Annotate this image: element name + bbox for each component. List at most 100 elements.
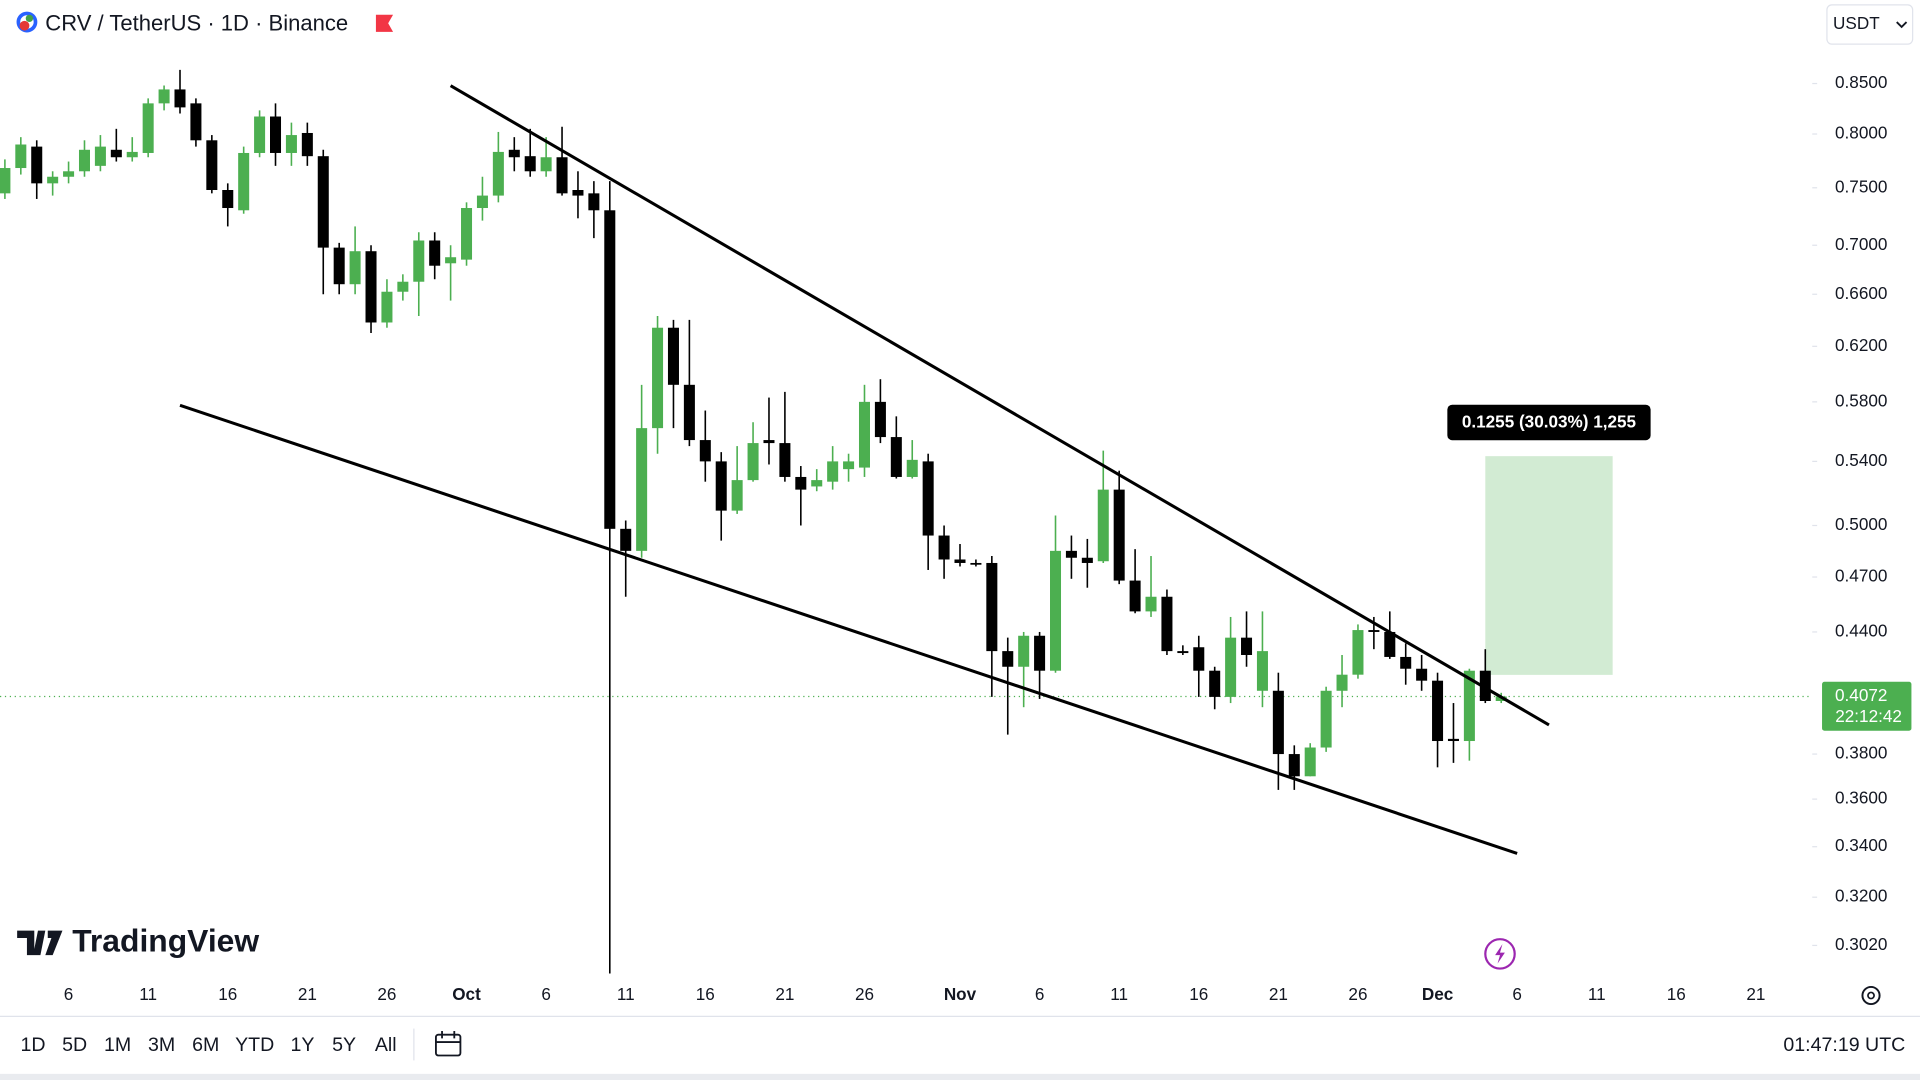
candle-body	[429, 240, 441, 266]
candle-body	[206, 140, 218, 191]
candle-body	[1145, 596, 1157, 612]
candle-body	[333, 247, 345, 285]
candle-body	[63, 171, 75, 177]
candle-body	[604, 210, 616, 529]
candle-body	[461, 208, 473, 260]
currency-button[interactable]: USDT	[1826, 4, 1914, 45]
candle-body	[1304, 747, 1316, 777]
x-tick-label: 21	[298, 984, 317, 1004]
y-tick-label: 0.8500	[1835, 72, 1887, 92]
range-button[interactable]: 1M	[104, 1034, 131, 1056]
last-price-box	[1822, 681, 1912, 731]
candle-body	[970, 562, 982, 565]
toolbar: 1D 5D 1M 3M 6M YTD 1Y 5Y All	[21, 1034, 397, 1056]
candle-body	[922, 461, 934, 536]
candle-body	[1463, 670, 1475, 742]
candle-body	[1050, 550, 1062, 671]
x-tick-label: 26	[855, 984, 874, 1004]
range-button[interactable]: 6M	[192, 1034, 219, 1056]
candle-body	[190, 103, 202, 141]
countdown-label: 22:12:42	[1835, 706, 1902, 726]
candle-body	[222, 190, 234, 209]
candle-body	[572, 190, 584, 196]
range-button[interactable]: 5Y	[332, 1034, 356, 1056]
x-tick-label: 16	[1189, 984, 1208, 1004]
y-tick-label: 0.7000	[1835, 234, 1887, 254]
x-tick-label: 6	[1512, 984, 1522, 1004]
x-tick-label: 11	[1110, 984, 1128, 1004]
candle-body	[301, 132, 313, 157]
candle-body	[0, 168, 11, 194]
x-tick-label: 6	[541, 984, 551, 1004]
candle-body	[1352, 630, 1364, 675]
range-button[interactable]: 5D	[62, 1034, 87, 1056]
x-tick-label: 6	[64, 984, 74, 1004]
range-button[interactable]: YTD	[235, 1034, 274, 1056]
candle-body	[110, 149, 122, 158]
candle-body	[126, 151, 138, 158]
lightning-icon[interactable]	[1484, 938, 1516, 970]
candle-body	[317, 156, 329, 248]
flag[interactable]	[375, 14, 394, 32]
candle-body	[254, 116, 266, 153]
trendline	[179, 403, 1518, 855]
candle-body	[1193, 647, 1205, 671]
candle-body	[476, 195, 488, 209]
y-tick-label: 0.3400	[1835, 835, 1887, 855]
y-tick-label: 0.5400	[1835, 450, 1887, 470]
candle-body	[1097, 489, 1109, 562]
candle-body	[1256, 651, 1268, 691]
x-tick-label: 26	[377, 984, 396, 1004]
candle-body	[445, 257, 457, 264]
candle-body	[763, 440, 775, 444]
x-tick-label: 21	[1746, 984, 1765, 1004]
trendline	[449, 84, 1550, 727]
candle-body	[1129, 580, 1141, 612]
candle-body	[890, 437, 902, 477]
candle-body	[620, 528, 632, 551]
candle-body	[1400, 656, 1412, 669]
candle-body	[1368, 630, 1380, 632]
candle-body	[285, 135, 297, 153]
range-button[interactable]: 1Y	[290, 1034, 314, 1056]
x-tick-label: 6	[1035, 984, 1045, 1004]
x-tick-label: 16	[1667, 984, 1686, 1004]
candle-body	[699, 440, 711, 462]
bottom-strip	[0, 1073, 1920, 1080]
candle-body	[1161, 596, 1173, 652]
y-tick-label: 0.4700	[1835, 566, 1887, 586]
candle-body	[906, 459, 918, 477]
plot-area	[0, 69, 1813, 974]
calendar-button[interactable]	[435, 1031, 462, 1057]
range-button[interactable]: All	[375, 1034, 397, 1056]
candle-body	[938, 535, 950, 560]
candle-body	[78, 149, 90, 172]
candle-body	[1432, 680, 1444, 742]
x-tick-label: 11	[139, 984, 157, 1004]
candle-body	[1209, 670, 1221, 697]
last-price-label: 0.4072	[1835, 685, 1887, 705]
candle-body	[270, 116, 282, 153]
candle-body	[238, 152, 250, 211]
candle-body	[683, 384, 695, 441]
candle-body	[1320, 690, 1332, 748]
range-button[interactable]: 1D	[21, 1034, 46, 1056]
range-button[interactable]: 3M	[148, 1034, 175, 1056]
candle-body	[1002, 651, 1014, 667]
candle-body	[1416, 668, 1428, 681]
candle-body	[397, 281, 409, 292]
candle-body	[874, 401, 886, 438]
candle-body	[858, 401, 870, 468]
chart-title: CRV / TetherUS · 1D · Binance	[45, 10, 348, 35]
candle-body	[492, 151, 504, 196]
y-tick-label: 0.3600	[1835, 788, 1887, 808]
candle-body	[588, 193, 600, 211]
settings-icon[interactable]	[1861, 985, 1881, 1006]
candle-body	[747, 443, 759, 481]
x-tick-label: Oct	[452, 984, 481, 1004]
candle-body	[413, 240, 425, 282]
x-tick-label: 11	[1588, 984, 1606, 1004]
candle-body	[827, 461, 839, 482]
candle-body	[381, 291, 393, 323]
